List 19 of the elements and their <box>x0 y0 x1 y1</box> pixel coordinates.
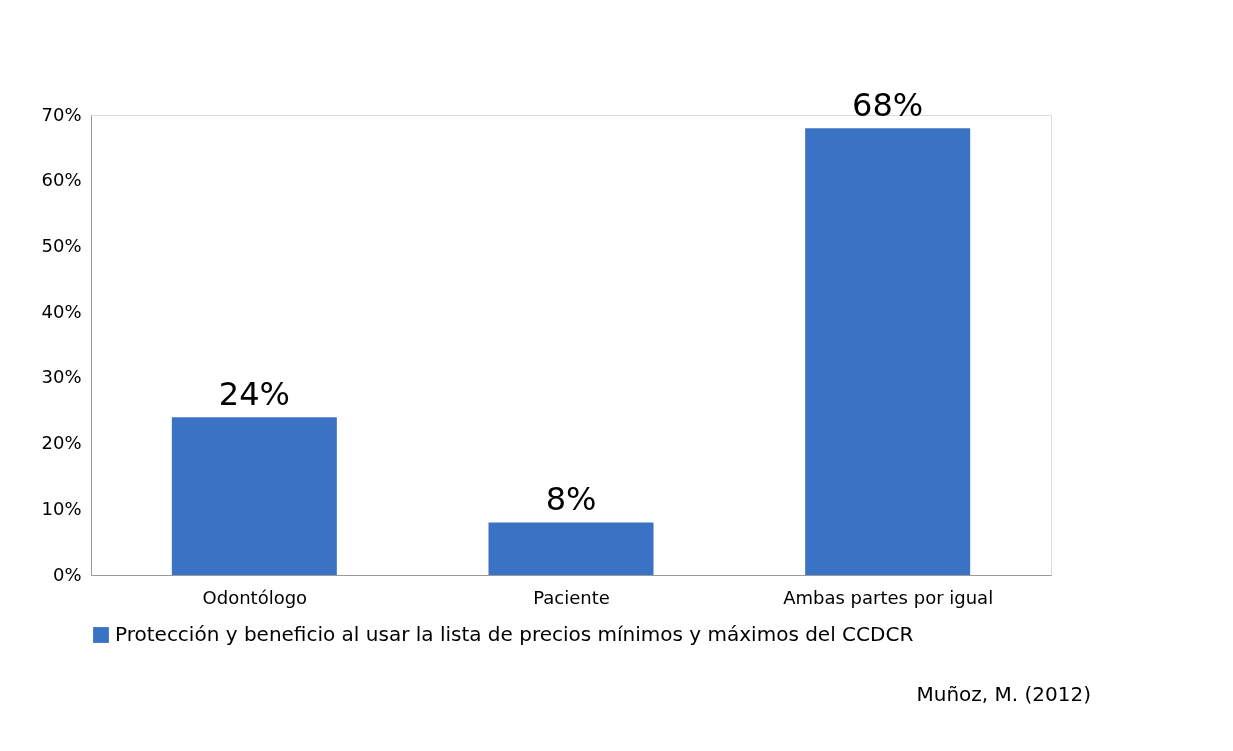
x-tick-label: Ambas partes por igual <box>783 586 994 608</box>
text: 8% <box>545 480 597 519</box>
y-tick-label: 10% <box>41 497 82 519</box>
bar <box>488 522 654 575</box>
y-tick-label: 60% <box>41 169 82 191</box>
x-tick-label: Odontólogo <box>202 586 308 608</box>
text: Muñoz, M. (2012) <box>916 682 1091 706</box>
y-tick-label: 30% <box>41 366 82 388</box>
x-tick-label: Paciente <box>533 586 610 608</box>
text: 24% <box>218 375 290 414</box>
y-tick-label: 50% <box>41 234 82 256</box>
bar <box>805 128 971 575</box>
y-tick-label: 70% <box>41 103 82 125</box>
y-tick-label: 40% <box>41 300 82 322</box>
bar <box>171 417 337 575</box>
y-tick-label: 20% <box>41 432 82 454</box>
legend-label: Protección y beneficio al usar la lista de precios mínimos y máximos del CCDCR <box>115 622 914 646</box>
text: 68% <box>852 86 924 125</box>
y-tick-label: 0% <box>52 563 82 585</box>
